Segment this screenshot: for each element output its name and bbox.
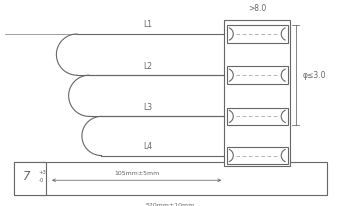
- Text: 520mm±10mm: 520mm±10mm: [146, 203, 195, 206]
- Bar: [224, 20, 290, 166]
- Bar: [14, 162, 46, 195]
- Text: 7: 7: [22, 170, 30, 183]
- Text: φ≤3.0: φ≤3.0: [302, 71, 326, 80]
- Bar: [14, 162, 327, 195]
- Bar: [227, 25, 288, 43]
- Bar: [227, 108, 288, 125]
- Bar: [227, 147, 288, 164]
- Bar: [227, 67, 288, 84]
- Text: L2: L2: [144, 62, 153, 71]
- Text: >8.0: >8.0: [248, 4, 266, 13]
- Text: -0: -0: [38, 178, 44, 183]
- Text: L1: L1: [144, 20, 153, 29]
- Text: +3: +3: [38, 170, 46, 174]
- Text: 105mm±5mm: 105mm±5mm: [114, 171, 159, 176]
- Text: L3: L3: [144, 103, 153, 112]
- Text: L4: L4: [144, 142, 153, 151]
